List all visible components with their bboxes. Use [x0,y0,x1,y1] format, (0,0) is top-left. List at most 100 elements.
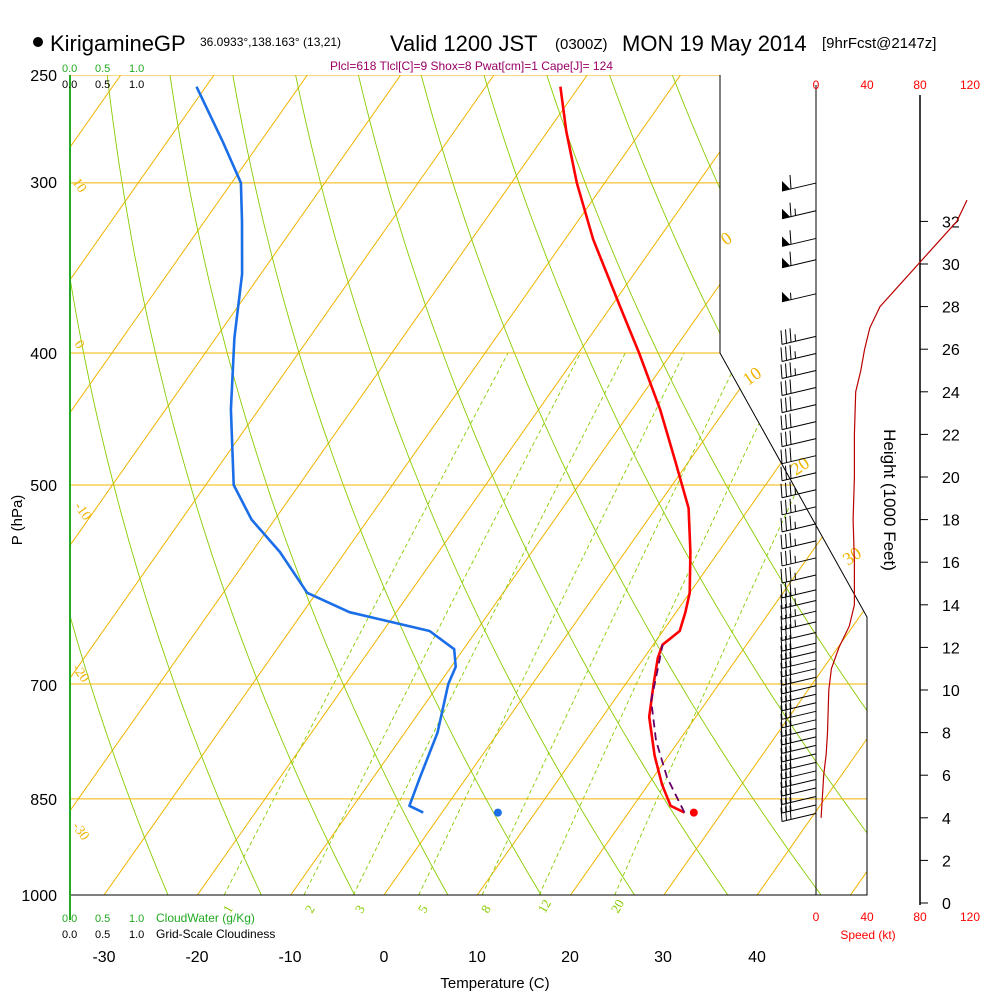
wind-barb-half [794,521,796,529]
wind-barb [780,396,817,414]
height-axis-label: Height (1000 Feet) [880,429,899,571]
date: MON 19 May 2014 [622,31,807,56]
wind-barb-full [785,329,787,344]
wind-barb-full [789,498,792,513]
wind-barb-full [780,594,783,609]
wind-barb-staff [781,676,817,686]
wind-barb-staff [781,642,817,652]
mixing-label-2: 2 [302,902,318,915]
wind-barb-staff [781,421,817,431]
cloud-top2-0: 0.0 [62,79,77,91]
wind-barb-full [789,635,792,650]
p-tick-400: 400 [30,346,57,363]
wind-barb-full [789,745,792,760]
dry-adiabat-line [357,75,729,895]
t-tick-10: 10 [468,949,486,966]
wind-barb-full [789,174,792,189]
wind-barb-flag [782,257,790,268]
wind-barb-flag [782,291,790,302]
wind-barb-full [789,771,792,786]
wind-barb-half [794,504,796,512]
wind-barb-half [794,487,796,495]
speed-profile [820,199,968,818]
speed-bottom-120: 120 [960,910,980,924]
wind-barb-staff [781,237,817,247]
wind-barb-full [785,482,787,497]
height-tick-label: 10 [942,683,960,700]
wind-barb-half [794,334,796,342]
wind-barb-full [789,464,792,479]
height-tick-label: 24 [942,385,960,402]
wind-barb-half [794,538,796,546]
wind-barb-staff [781,804,817,814]
wind-barb-full [785,789,787,804]
wind-barb [780,660,817,678]
wind-barb-full [785,772,787,787]
wind-barb-full [785,614,787,629]
wind-barb-staff [781,813,817,823]
dry-adiabat-line [169,75,449,895]
wind-barb-full [780,381,783,396]
wind-barb-staff [781,770,817,780]
wind-barb-full [785,763,787,778]
wind-barb-staff [781,761,817,771]
wind-barb-full [780,679,783,694]
wind-barb-full [780,705,783,720]
wind-barb-full [785,346,787,361]
wind-barb-full [789,447,792,462]
wind-barb-full [780,583,783,598]
wind-barb-full [789,779,792,794]
wind-barb-half [794,619,796,627]
wind-barb-full [789,202,792,217]
wind-barb-full [780,671,783,686]
parcel-curve [650,644,686,814]
wind-barb [780,788,817,805]
wind-barb-full [780,807,783,822]
wind-barb [780,581,817,599]
wind-barb-full [780,688,783,703]
height-tick-label: 32 [942,214,960,231]
wind-barb-full [780,347,783,362]
speed-bottom-0: 0 [813,910,820,924]
dewpoint-curve [195,86,458,814]
wind-barb-full [785,755,787,770]
wind-barb-full [789,711,792,726]
wind-barb-full [780,637,783,652]
height-tick-label: 14 [942,598,960,615]
wind-barb-full [785,653,787,668]
wind-barb [780,728,817,746]
wind-barb [780,754,817,771]
wind-barb [780,624,817,641]
wind-barb-full [789,345,792,360]
wind-barb-full [780,713,783,728]
wind-barb [781,174,817,192]
wind-barb-full [785,380,787,395]
wind-barb-full [785,738,787,753]
mixing-ratio-line [418,352,685,895]
t-tick-20: 20 [561,949,579,966]
utc-time: (0300Z) [555,36,608,53]
t-tick-0: 0 [380,949,389,966]
wind-barb-staff [781,523,817,533]
dry-adiabat-line [70,75,262,895]
wind-barb-staff [781,710,817,720]
isotherm-line [0,75,27,895]
wind-barb-full [789,581,792,596]
wind-barb-full [780,449,783,464]
cloudiness-label: Grid-Scale Cloudiness [156,927,275,941]
wind-barb [780,362,817,379]
wind-barb-staff [781,182,817,192]
station-name: KirigamineGP [50,31,186,56]
isotherm-label-minus10: -10 [71,500,94,524]
wind-barb-flag [782,208,790,219]
wind-barb-full [785,712,787,727]
wind-barb-full [789,603,792,618]
cloud-top-0: 0.0 [62,63,77,75]
wind-barb-staff [781,693,817,703]
wind-barb-staff [781,685,817,695]
t-tick-30: 30 [654,949,672,966]
speed-top-40: 40 [860,78,874,92]
cloud-top-05: 0.5 [95,63,110,75]
wind-barb-staff [781,293,817,303]
wind-barb-full [780,730,783,745]
